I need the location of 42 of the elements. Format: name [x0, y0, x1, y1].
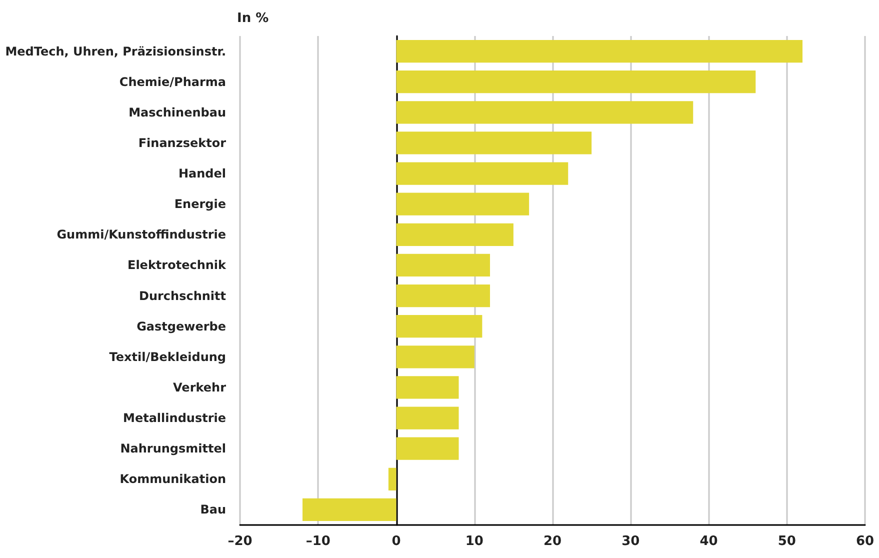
y-tick-label: MedTech, Uhren, Präzisionsinstr. — [5, 44, 226, 58]
y-tick-label: Durchschnitt — [138, 288, 226, 303]
bar — [396, 284, 490, 308]
x-tick-label: 30 — [622, 534, 640, 549]
y-tick-label: Verkehr — [173, 380, 226, 394]
y-tick-label: Maschinenbau — [128, 105, 226, 120]
y-tick-label: Nahrungsmittel — [120, 442, 226, 456]
bar — [396, 162, 568, 185]
x-axis-title: In % — [237, 11, 269, 26]
bar — [396, 315, 482, 338]
bar — [396, 40, 802, 63]
bar — [396, 223, 514, 246]
x-tick-label: 0 — [392, 534, 401, 549]
x-tick-label: 50 — [778, 534, 796, 549]
x-tick-label: 20 — [543, 534, 562, 549]
bar — [396, 406, 459, 430]
y-tick-label: Handel — [178, 166, 226, 181]
y-tick-label: Finanzsektor — [138, 136, 226, 150]
x-tick-label: –10 — [306, 534, 330, 549]
y-tick-label: Bau — [200, 502, 226, 517]
bar — [302, 498, 396, 522]
y-tick-label: Gummi/Kunstoffindustrie — [56, 228, 226, 242]
bar — [396, 70, 756, 94]
bar — [396, 192, 530, 216]
y-tick-label: Chemie/Pharma — [119, 74, 226, 89]
x-tick-label: –20 — [228, 534, 252, 549]
y-tick-label: Elektrotechnik — [128, 258, 228, 272]
y-tick-label: Kommunikation — [120, 472, 226, 486]
bar — [396, 254, 490, 277]
bar — [396, 346, 474, 368]
y-tick-label: Energie — [174, 197, 226, 212]
bar — [396, 132, 592, 154]
bar — [388, 468, 396, 490]
y-tick-label: Gastgewerbe — [136, 319, 226, 334]
bar — [396, 101, 694, 124]
x-tick-label: 60 — [856, 534, 874, 549]
x-tick-label: 40 — [700, 534, 718, 549]
bar — [396, 437, 459, 460]
x-tick-label: 10 — [465, 534, 484, 549]
bar — [396, 376, 459, 399]
y-tick-label: Textil/Bekleidung — [109, 350, 226, 364]
y-tick-label: Metallindustrie — [123, 411, 226, 426]
